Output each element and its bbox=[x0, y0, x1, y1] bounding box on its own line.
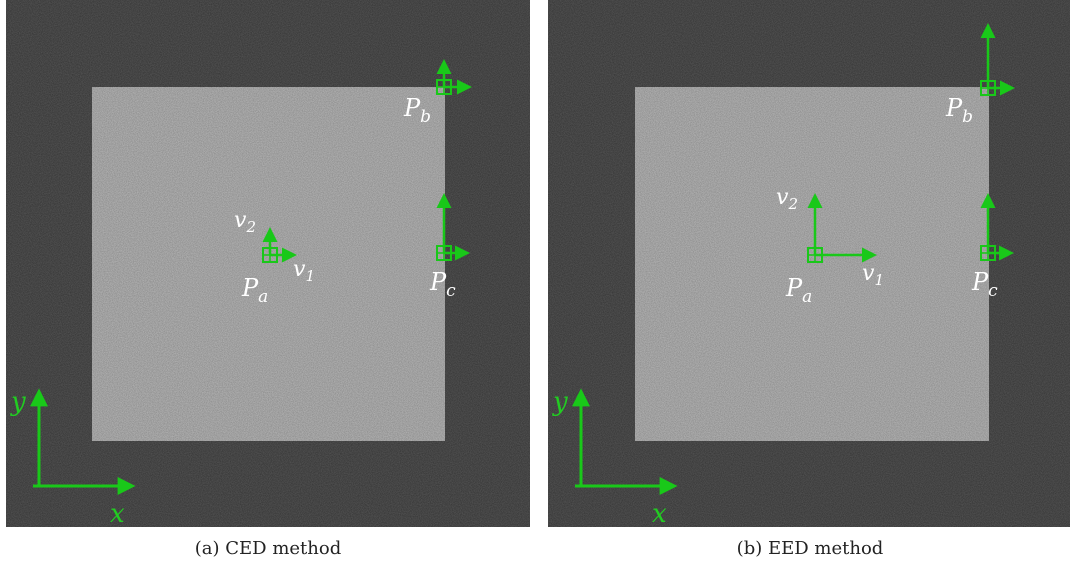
pc-label: Pc bbox=[429, 268, 456, 301]
v2-label: v2 bbox=[234, 208, 256, 236]
xy-axes bbox=[572, 388, 678, 495]
pb-marker bbox=[980, 23, 1015, 96]
caption-a: (a) CED method bbox=[194, 538, 342, 559]
pc-marker bbox=[436, 193, 470, 261]
panel-a: Pb Pc Pa v1 v2 y x bbox=[6, 0, 530, 527]
v1-label: v1 bbox=[293, 257, 315, 285]
pa-label: Pa bbox=[241, 274, 268, 307]
pc-label: Pc bbox=[971, 268, 998, 301]
caption-b: (b) EED method bbox=[736, 538, 884, 559]
panel-b-image: Pb Pc Pa v1 v2 y x bbox=[548, 0, 1070, 527]
y-axis-label: y bbox=[10, 387, 26, 417]
v1-label: v1 bbox=[862, 261, 884, 289]
pa-label: Pa bbox=[785, 274, 812, 307]
pc-marker bbox=[980, 193, 1014, 261]
panel-a-image: Pb Pc Pa v1 v2 y x bbox=[6, 0, 530, 527]
pb-label: Pb bbox=[945, 94, 973, 127]
pa-marker bbox=[262, 227, 297, 263]
x-axis-label: x bbox=[652, 499, 667, 527]
xy-axes bbox=[30, 388, 136, 495]
x-axis-label: x bbox=[110, 499, 125, 527]
pa-marker bbox=[807, 193, 877, 263]
v2-label: v2 bbox=[776, 185, 798, 213]
pb-marker bbox=[436, 59, 472, 95]
pb-label: Pb bbox=[403, 94, 431, 127]
panel-b: Pb Pc Pa v1 v2 y x bbox=[548, 0, 1070, 527]
y-axis-label: y bbox=[552, 387, 568, 417]
